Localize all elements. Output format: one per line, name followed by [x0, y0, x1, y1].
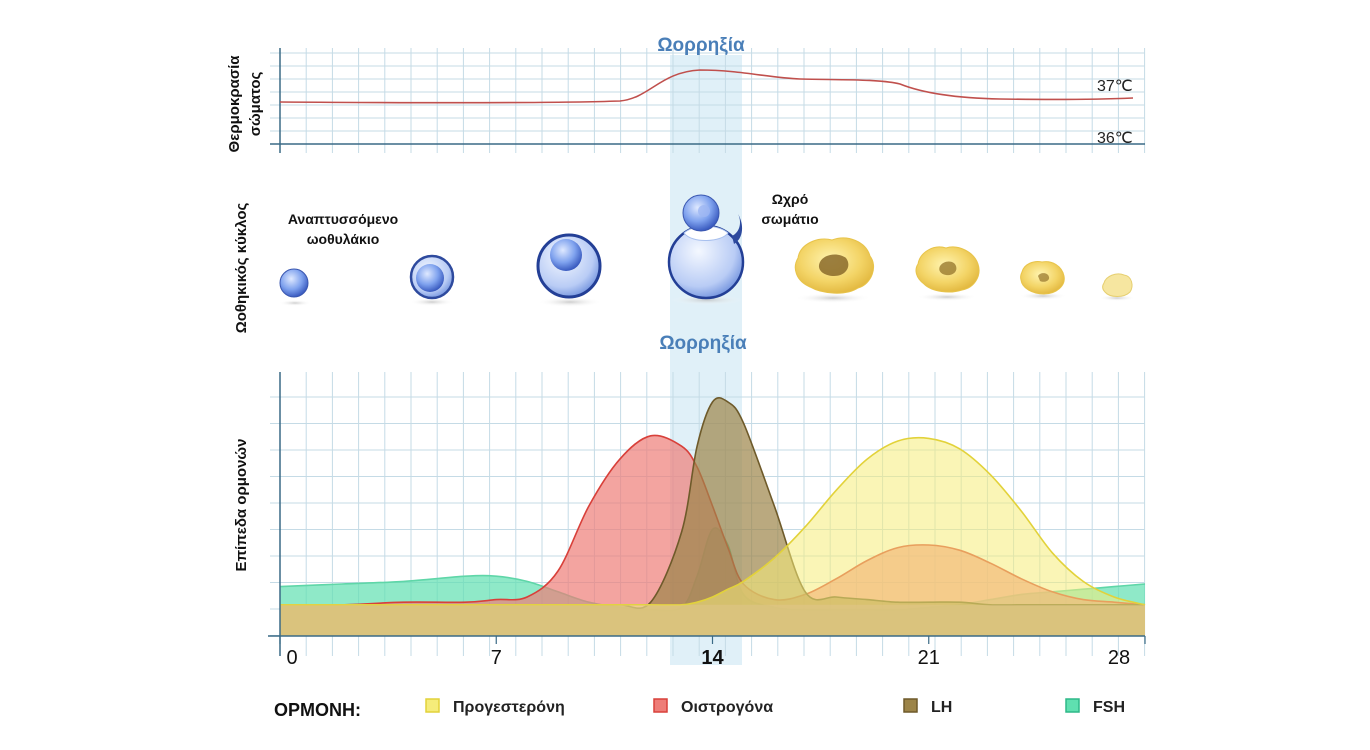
ovulating-follicle-icon: [667, 194, 745, 300]
legend: ΟΡΜΟΝΗ: Προγεστερόνη Οιστρογόνα LH FSH: [274, 698, 1125, 720]
secondary-follicle-icon: [409, 254, 455, 300]
developing-follicle-label-line2: ωοθυλάκιο: [307, 231, 380, 247]
legend-label-2: LH: [931, 699, 952, 716]
follicle-panel: Ωοθηκικός κύκλος Αναπτυσσόμενο ωοθυλάκιο…: [233, 191, 1135, 333]
hormone-chart: 0 7 14 21 28 Επίπεδα ορμονών: [233, 372, 1146, 669]
legend-title: ΟΡΜΟΝΗ:: [274, 700, 361, 720]
temperature-label-36: 36℃: [1097, 130, 1133, 147]
legend-label-1: Οιστρογόνα: [681, 699, 773, 716]
antral-follicle-icon: [536, 233, 602, 299]
temperature-panel: 37℃ 36℃ Θερμοκρασία σώματος: [226, 48, 1146, 153]
legend-swatch-2: [903, 698, 918, 713]
corpus-luteum-label-line2: σωμάτιο: [761, 211, 818, 227]
developing-follicle-label-line1: Αναπτυσσόμενο: [288, 211, 398, 227]
series-area-lh: [280, 397, 1145, 636]
x-tick-label: 28: [1108, 647, 1130, 669]
primary-follicle-icon: [279, 268, 309, 298]
ovulation-label-top: Ωορρηξία: [657, 35, 745, 56]
follicle-axis-title: Ωοθηκικός κύκλος: [233, 203, 250, 334]
x-tick-label: 14: [701, 647, 724, 669]
hormone-areas: [279, 397, 1146, 636]
legend-swatch-1: [653, 698, 668, 713]
series-area-progesterone: [280, 437, 1145, 636]
hormone-axis-title: Επίπεδα ορμονών: [233, 439, 250, 572]
legend-label-3: FSH: [1093, 699, 1125, 716]
corpus-luteum-large-icon: [794, 237, 874, 294]
corpus-luteum-small-icon: [1020, 261, 1065, 295]
legend-label-0: Προγεστερόνη: [453, 699, 565, 716]
x-tick-label: 0: [286, 647, 297, 669]
temperature-label-37: 37℃: [1097, 78, 1133, 95]
x-tick-label: 7: [491, 647, 502, 669]
ovulation-label-bottom: Ωορρηξία: [659, 333, 747, 354]
x-tick-label: 21: [918, 647, 940, 669]
corpus-luteum-medium-icon: [915, 246, 980, 293]
legend-swatch-3: [1065, 698, 1080, 713]
temperature-axis-title-line2: σώματος: [247, 72, 264, 137]
legend-swatch-0: [425, 698, 440, 713]
baseline-band: [280, 604, 1145, 636]
hormone-x-ticks: 0 7 14 21 28: [279, 636, 1146, 669]
corpus-albicans-icon: [1102, 273, 1133, 297]
series-line-progesterone: [279, 436, 1146, 606]
temperature-axis-title-line1: Θερμοκρασία: [226, 55, 243, 153]
temperature-curve: [279, 69, 1134, 104]
corpus-luteum-label-line1: Ωχρό: [772, 191, 809, 207]
